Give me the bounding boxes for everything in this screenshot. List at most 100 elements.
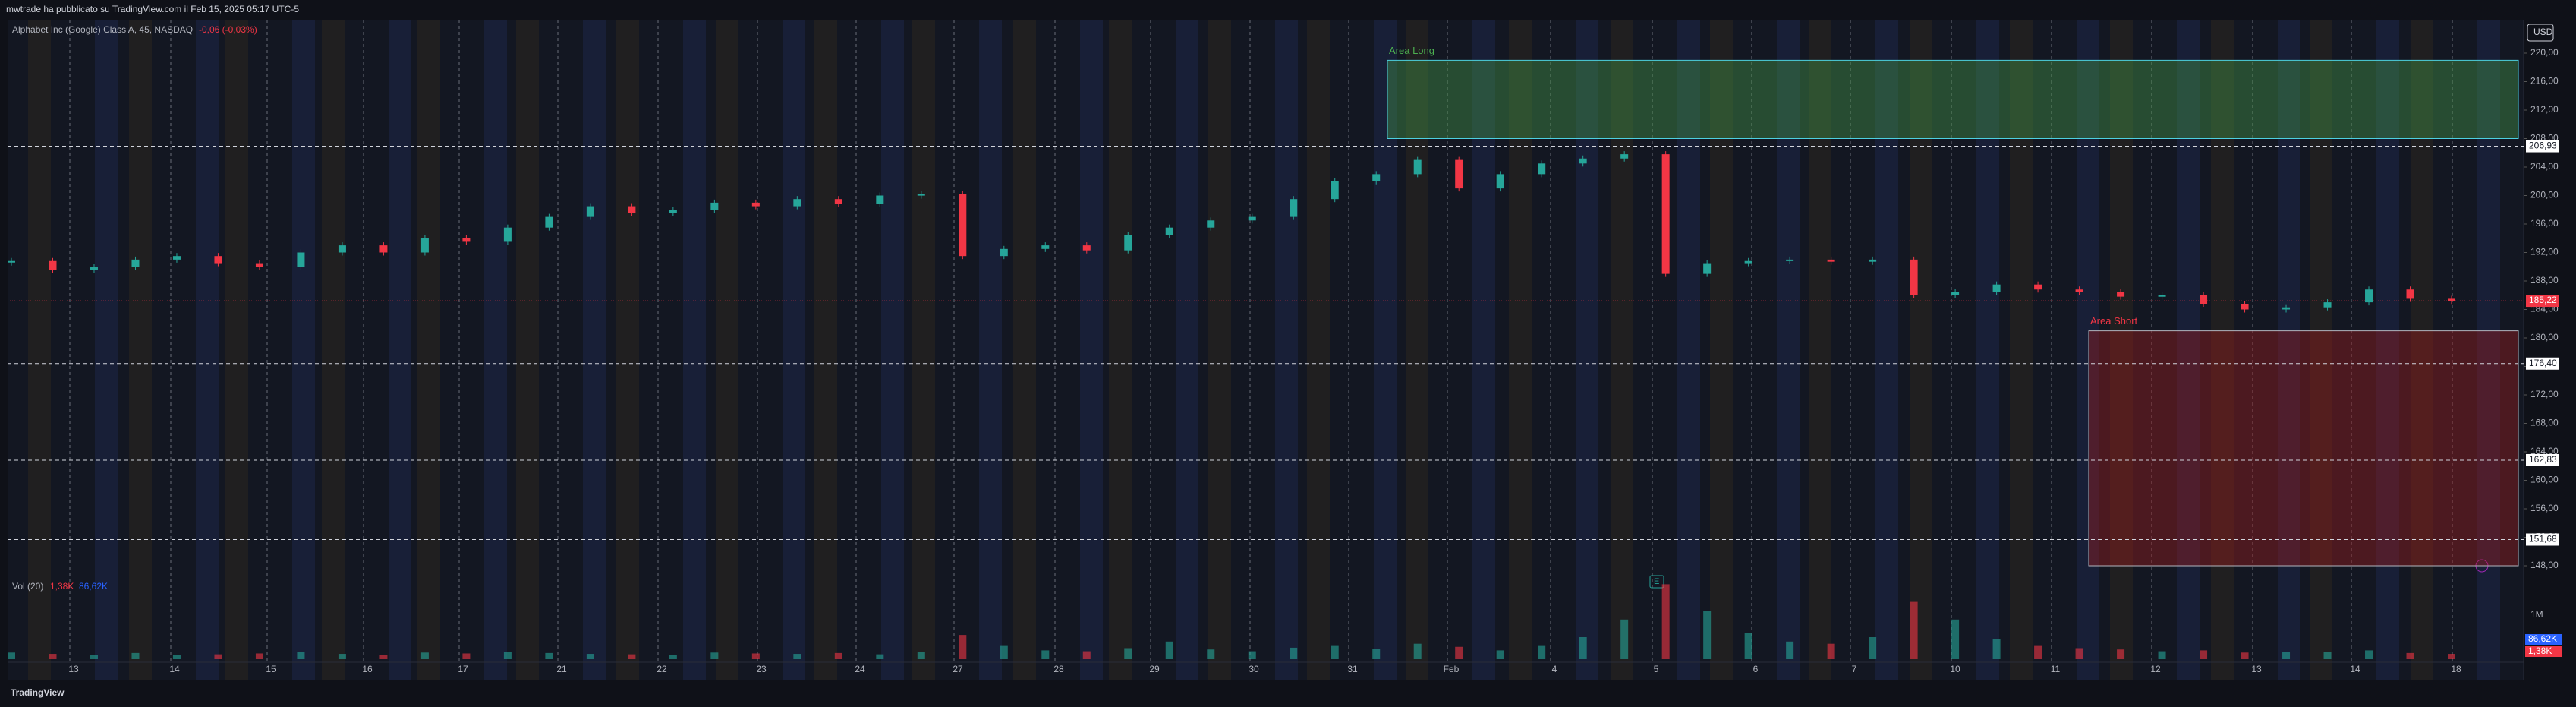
candle	[2241, 304, 2249, 310]
candle	[8, 260, 15, 263]
price-tick-label: 168,00	[2530, 418, 2559, 428]
volume-bar	[751, 653, 760, 659]
session-band	[196, 20, 219, 680]
session-band	[716, 20, 738, 680]
session-band	[1875, 20, 1898, 680]
candle	[2406, 289, 2414, 299]
candle	[338, 245, 346, 253]
time-axis-label: 22	[657, 664, 667, 674]
zone-label: Area Long	[1389, 45, 1434, 56]
candle	[1992, 284, 2001, 292]
session-band	[2278, 20, 2300, 680]
time-axis-label: 13	[2251, 664, 2262, 674]
volume-bar	[545, 652, 553, 659]
volume-bar	[710, 652, 719, 659]
volume-bar	[2158, 651, 2166, 659]
volume-bar	[8, 652, 15, 659]
session-band	[1406, 20, 1428, 680]
session-band	[1013, 20, 1036, 680]
volume-bar	[1082, 651, 1091, 659]
session-band	[1208, 20, 1231, 680]
session-band	[484, 20, 507, 680]
candle	[2034, 284, 2042, 290]
last-price-box	[2526, 295, 2559, 308]
candle	[1538, 163, 1546, 175]
session-band	[225, 20, 248, 680]
candle	[1413, 159, 1422, 175]
candle	[1661, 154, 1670, 274]
session-band	[129, 20, 152, 680]
time-axis-label: 31	[1347, 664, 1358, 674]
footer-logo: TradingView	[11, 687, 65, 698]
session-band	[28, 20, 51, 680]
volume-bar	[2200, 650, 2208, 659]
earnings-marker-box[interactable]	[1649, 575, 1664, 589]
volume-bar	[1951, 619, 1960, 659]
candle	[2200, 295, 2208, 304]
session-band	[2211, 20, 2234, 680]
session-band	[979, 20, 1002, 680]
volume-bar	[1661, 584, 1670, 659]
price-tick-label: 216,00	[2530, 76, 2559, 87]
session-band	[1910, 20, 1932, 680]
level-label: 206,93	[2529, 140, 2557, 151]
price-tick-label: 172,00	[2530, 389, 2559, 399]
session-band	[322, 20, 345, 680]
candle	[1910, 259, 1918, 295]
volume-average: 86,62K	[79, 581, 108, 592]
volume-bar	[1992, 639, 2001, 659]
candle	[49, 260, 57, 270]
session-band	[389, 20, 411, 680]
candle	[172, 256, 181, 260]
time-axis-label: 21	[556, 664, 567, 674]
volume-last-axis: 1,38K	[2528, 645, 2552, 656]
time-axis-label: 7	[1852, 664, 1857, 674]
time-axis-label: 13	[68, 664, 79, 674]
time-axis-label: 15	[266, 664, 276, 674]
candle	[1082, 245, 1091, 251]
time-axis-label: 24	[855, 664, 865, 674]
volume-bar	[379, 655, 388, 659]
zone	[2088, 330, 2519, 567]
session-band	[2177, 20, 2200, 680]
time-axis-label: 28	[1053, 664, 1064, 674]
candle	[1620, 154, 1629, 159]
session-band	[1611, 20, 1633, 680]
candle	[1290, 199, 1298, 217]
currency-box[interactable]	[2527, 24, 2554, 42]
time-axis-label: Feb	[1444, 664, 1460, 674]
price-tick-label: 200,00	[2530, 190, 2559, 200]
price-tick-label: 220,00	[2530, 47, 2559, 58]
volume-bar	[1455, 646, 1463, 659]
session-band	[616, 20, 639, 680]
price-tick-label: 148,00	[2530, 560, 2559, 570]
earnings-marker[interactable]: E	[1654, 577, 1659, 586]
session-band	[1109, 20, 1132, 680]
candle	[1041, 245, 1050, 249]
session-band	[516, 20, 539, 680]
volume-bar	[1744, 633, 1752, 659]
time-axis-label: 17	[458, 664, 468, 674]
volume-bar	[1290, 647, 1298, 659]
candle	[669, 210, 677, 213]
zone-label: Area Short	[2090, 315, 2138, 327]
price-tick-label: 196,00	[2530, 218, 2559, 229]
volume-bar	[1207, 649, 1215, 659]
time-axis-label: 30	[1249, 664, 1259, 674]
price-tick-label: 156,00	[2530, 503, 2559, 513]
candle	[90, 267, 98, 270]
session-band	[95, 20, 118, 680]
volume-bar	[2075, 648, 2083, 659]
candle	[2158, 295, 2166, 297]
volume-bar	[255, 653, 263, 659]
level-label: 176,40	[2529, 358, 2557, 368]
session-band	[783, 20, 805, 680]
session-band	[1509, 20, 1532, 680]
candle	[1951, 292, 1960, 295]
time-axis-label: 12	[2150, 664, 2161, 674]
time-axis-label: 6	[1753, 664, 1759, 674]
candle	[628, 206, 636, 213]
level-label: 151,68	[2529, 534, 2557, 544]
currency[interactable]: USD	[2533, 27, 2553, 37]
volume-bar	[669, 655, 677, 659]
